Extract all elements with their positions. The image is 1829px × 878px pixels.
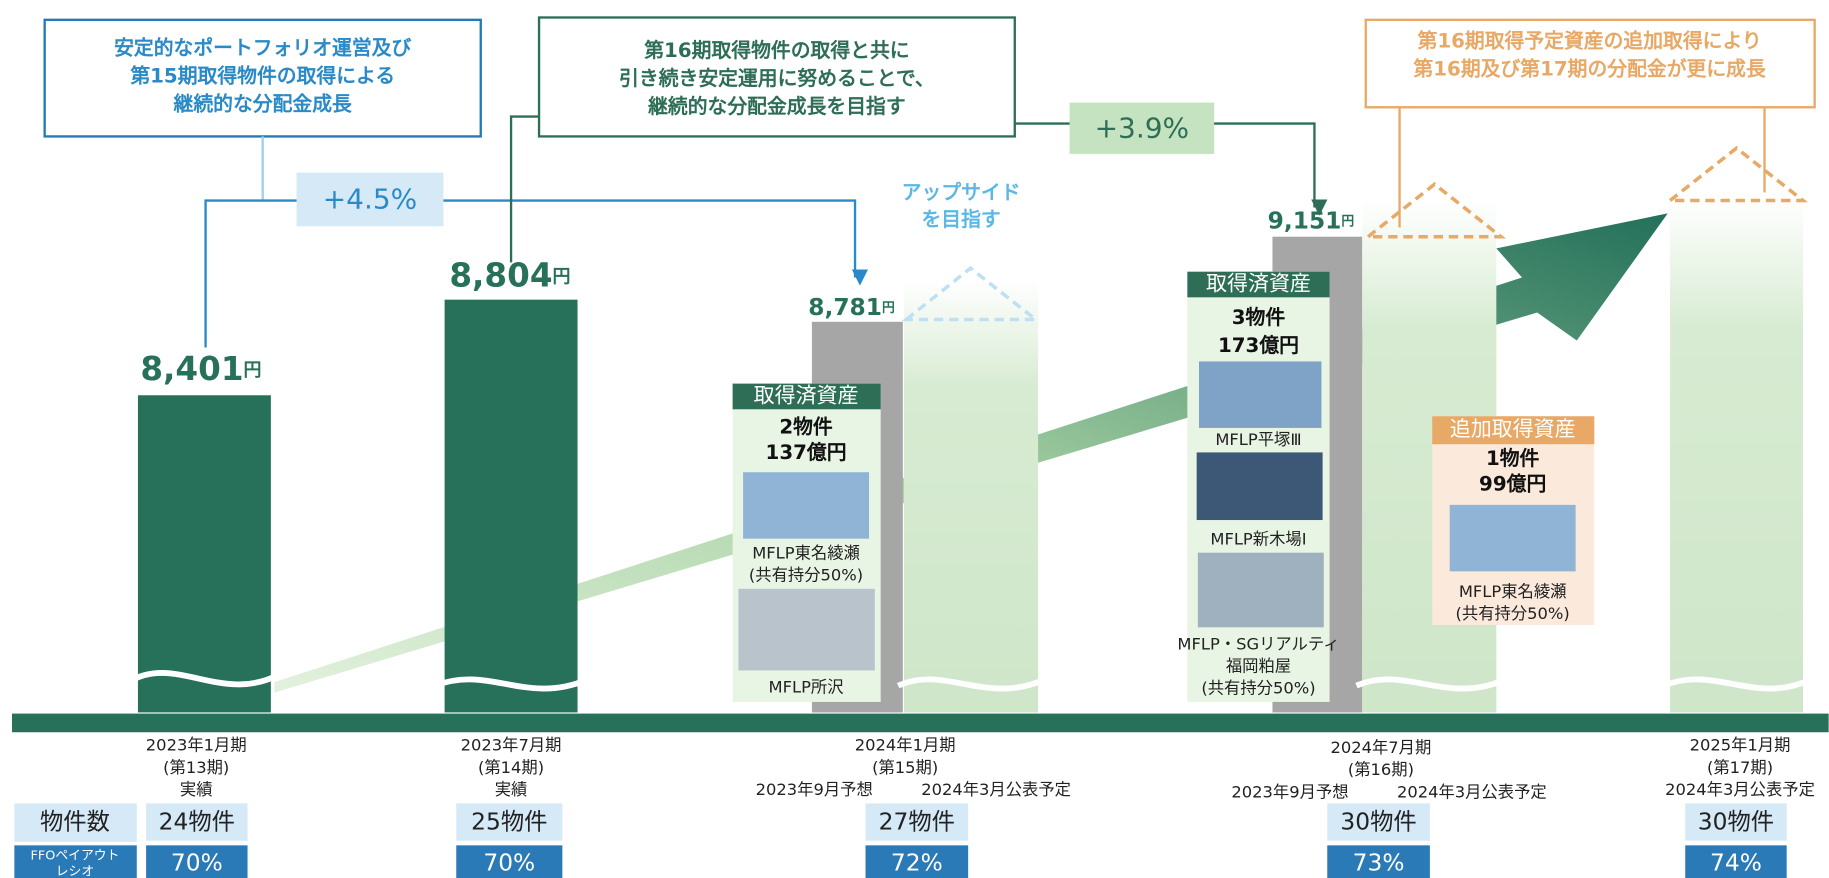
asset-amount: 173億円 [1218,334,1299,357]
period-note: 2023年9月予想 [756,780,873,799]
bar [138,395,271,712]
dps-value: 8,401 [140,350,243,388]
asset-header-text: 取得済資産 [754,383,859,407]
row-label: 物件数 [40,809,110,836]
callout-text: 第16期及び第17期の分配金が更に成長 [1413,57,1766,80]
asset-count: 2物件 [779,415,833,438]
photo [1450,505,1576,571]
period-label: (第13期) [163,758,229,777]
period-label: 2025年1月期 [1690,736,1791,755]
asset-count: 1物件 [1486,447,1540,470]
photo [738,589,874,671]
dps-label: 9,151円 [1268,207,1355,234]
period-label: 2024年1月期 [855,736,956,755]
asset-amount: 99億円 [1479,473,1546,496]
period-note: 2023年9月予想 [1231,782,1348,801]
upside-text: アップサイド [902,181,1021,204]
asset-header-text: 追加取得資産 [1450,417,1576,441]
callout-text: 継続的な分配金成長を目指す [647,95,906,118]
callout-text: 第15期取得物件の取得による [130,64,395,87]
row-label: FFOペイアウト [31,848,120,863]
row-label: レシオ [56,865,94,878]
axis-band [12,714,1829,733]
payout-ratio: 73% [1353,850,1405,877]
period-label: (第14期) [478,758,544,777]
period-label: 実績 [495,780,528,799]
property-count: 25物件 [471,809,547,836]
period-label: 2024年3月公表予定 [1665,780,1815,799]
asset-name: MFLP・SGリアルティ [1177,634,1339,653]
photo [743,472,869,538]
bar-upside [1670,201,1803,713]
asset-name: MFLP東名綾瀬 [752,543,860,562]
dps-label: 8,781円 [808,293,895,320]
upside-triangle [1670,148,1803,200]
asset-name: 福岡粕屋 [1226,656,1291,675]
growth-label: +3.9% [1095,111,1190,144]
growth-label: +4.5% [323,183,418,216]
callout-text: 第16期取得物件の取得と共に [644,39,909,62]
period-label: (第17期) [1707,758,1773,777]
callout-text: 継続的な分配金成長 [173,92,353,115]
period-label: (第16期) [1348,760,1414,779]
infographic: 安定的なポートフォリオ運営及び第15期取得物件の取得による継続的な分配金成長 第1… [0,0,1829,878]
payout-ratio: 72% [891,850,943,877]
page: { "callouts": [ {"lines": ["安定的なポートフォリオ運… [0,0,1829,878]
callout-text: 第16期取得予定資産の追加取得により [1418,29,1762,52]
bar [445,300,578,713]
property-count: 30物件 [1340,809,1416,836]
dps-label: 8,804円 [449,257,570,295]
asset-name: MFLP所沢 [769,677,844,696]
payout-ratio: 70% [483,850,535,877]
asset-name: (共有持分50%) [1201,679,1315,698]
payout-ratio: 74% [1710,850,1762,877]
asset-header-text: 取得済資産 [1206,272,1311,296]
period-label: (第15期) [872,758,938,777]
asset-name: MFLP東名綾瀬 [1459,582,1567,601]
dps-value: 8,804 [449,257,552,295]
asset-name: MFLP新木場Ⅰ [1210,529,1306,548]
dps-unit: 円 [882,300,895,315]
period-label: 2023年7月期 [461,736,562,755]
period-note: 2024年3月公表予定 [1397,782,1547,801]
property-count: 27物件 [879,809,955,836]
property-count: 30物件 [1698,809,1774,836]
dps-label: 8,401円 [140,350,261,388]
period-label: 実績 [180,780,213,799]
asset-name: (共有持分50%) [749,566,863,585]
asset-name: (共有持分50%) [1456,604,1570,623]
period-note: 2024年3月公表予定 [921,780,1071,799]
bar-upside [904,280,1038,713]
connector [511,117,539,263]
asset-amount: 137億円 [766,441,847,464]
callout-text: 引き続き安定運用に努めることで、 [619,67,935,90]
asset-name: MFLP平塚Ⅲ [1215,430,1301,449]
period-label: 2023年1月期 [146,736,247,755]
dps-unit: 円 [553,267,571,288]
dps-unit: 円 [244,360,262,381]
dps-unit: 円 [1341,214,1354,229]
upside-text: を目指す [922,208,1001,231]
photo [1198,553,1324,628]
asset-count: 3物件 [1232,306,1286,329]
payout-ratio: 70% [171,850,223,877]
photo [1199,361,1321,427]
period-label: 2024年7月期 [1330,738,1431,757]
dps-value: 9,151 [1268,207,1342,234]
photo [1197,452,1323,520]
callout-text: 安定的なポートフォリオ運営及び [114,36,411,59]
property-count: 24物件 [159,809,235,836]
dps-value: 8,781 [808,293,882,320]
